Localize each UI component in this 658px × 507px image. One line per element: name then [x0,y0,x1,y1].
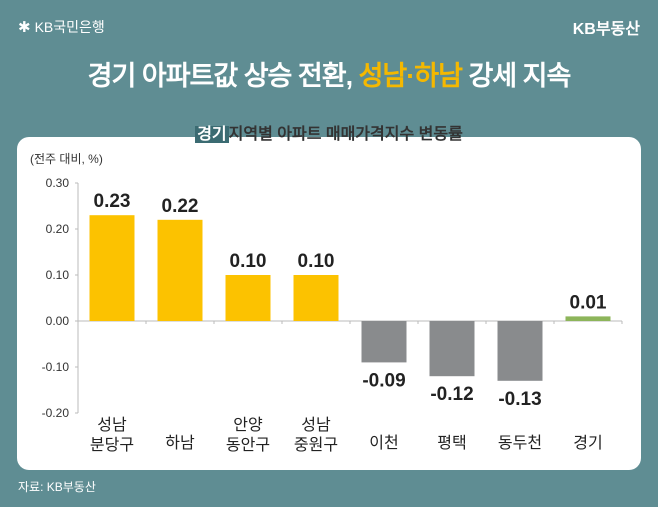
bar [293,275,339,321]
kb-bank-logo: ✱ KB국민은행 [18,17,105,37]
data-label: 0.01 [570,292,607,313]
x-tick-label: 하남 [165,434,195,452]
kb-star-icon: ✱ [18,19,31,36]
x-tick-label: 경기 [573,434,602,452]
headline: 경기 아파트값 상승 전환, 성남·하남 강세 지속 [0,54,658,93]
bar [429,321,475,377]
data-label: 0.23 [94,191,131,212]
headline-part1: 경기 아파트값 상승 전환, [87,61,359,91]
bar [497,321,543,381]
x-tick-label: 안양 [233,416,263,434]
x-tick-label: 평택 [437,434,466,452]
bar [225,275,271,321]
y-tick-label: -0.10 [42,360,70,374]
y-tick-label: -0.20 [42,406,70,420]
logo-text: KB국민은행 [34,19,105,35]
chart-title: 경기 지역별 아파트 매매가격지수 변동률 [0,120,658,144]
y-axis-unit: (전주 대비, %) [30,152,103,166]
data-label: 0.10 [230,251,267,272]
headline-part2: 강세 지속 [461,61,571,91]
data-label: -0.13 [498,389,541,410]
bar [157,219,203,321]
data-label: 0.22 [162,196,199,217]
x-tick-label: 분당구 [90,436,134,454]
data-label: -0.09 [362,370,405,391]
data-label: 0.10 [298,251,335,272]
y-tick-label: 0.00 [46,314,70,328]
y-tick-label: 0.20 [46,222,70,236]
chart-title-text: 지역별 아파트 매매가격지수 변동률 [228,126,463,143]
x-tick-label: 이천 [369,434,398,452]
chart-title-tag: 경기 [195,126,229,143]
x-tick-label: 성남 [301,416,331,434]
headline-highlight: 성남·하남 [358,61,463,91]
source-note: 자료: KB부동산 [18,480,96,494]
data-label: -0.12 [430,384,473,405]
bar [361,321,407,363]
y-tick-label: 0.10 [46,268,70,282]
brand-name: KB부동산 [572,21,640,38]
x-tick-label: 동두천 [498,434,542,452]
y-tick-label: 0.30 [46,176,70,190]
x-tick-label: 중원구 [294,436,338,454]
x-tick-label: 성남 [97,416,127,434]
bar [565,316,611,321]
x-tick-label: 동안구 [226,436,270,454]
bar [89,215,135,321]
